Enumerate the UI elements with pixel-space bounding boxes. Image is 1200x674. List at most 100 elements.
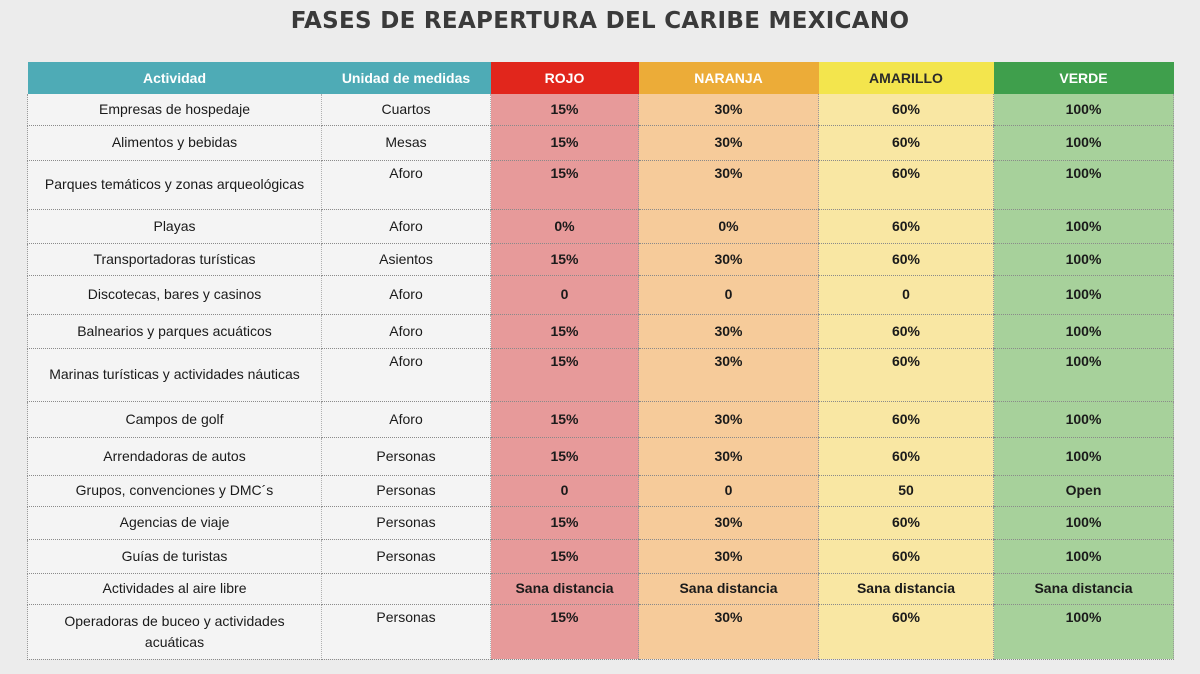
cell-unidad: Aforo <box>321 209 491 244</box>
cell-rojo: 0% <box>490 209 639 244</box>
table-row: Playas Aforo 0% 0% 60% 100% <box>27 209 1174 244</box>
cell-naranja: Sana distancia <box>638 573 819 605</box>
reopening-phases-table: Actividad Unidad de medidas ROJO NARANJA… <box>27 62 1174 660</box>
cell-unidad: Aforo <box>321 348 491 402</box>
cell-unidad: Cuartos <box>321 94 491 126</box>
cell-unidad: Personas <box>321 437 491 476</box>
cell-verde: 100% <box>993 160 1174 210</box>
cell-amarillo: 60% <box>818 401 994 438</box>
table-row: Arrendadoras de autos Personas 15% 30% 60% 10… <box>27 437 1174 476</box>
cell-actividad: Campos de golf <box>27 401 322 438</box>
cell-rojo: 15% <box>490 437 639 476</box>
table-row: Balnearios y parques acuáticos Aforo 15% 30… <box>27 314 1174 349</box>
cell-amarillo: 60% <box>818 314 994 349</box>
cell-unidad: Personas <box>321 475 491 507</box>
page-title: FASES DE REAPERTURA DEL CARIBE MEXICANO <box>290 8 910 34</box>
table-row: Alimentos y bebidas Mesas 15% 30% 60% 100% <box>27 125 1174 161</box>
cell-naranja: 30% <box>638 94 819 126</box>
header-amarillo: AMARILLO <box>818 62 994 94</box>
cell-naranja: 0 <box>638 275 819 315</box>
table-row: Parques temáticos y zonas arqueológicas A… <box>27 160 1174 210</box>
cell-unidad: Mesas <box>321 125 491 161</box>
cell-actividad: Balnearios y parques acuáticos <box>27 314 322 349</box>
cell-rojo: 15% <box>490 348 639 402</box>
cell-actividad: Empresas de hospedaje <box>27 94 322 126</box>
cell-unidad: Asientos <box>321 243 491 276</box>
cell-naranja: 30% <box>638 604 819 660</box>
cell-verde: 100% <box>993 314 1174 349</box>
cell-unidad: Aforo <box>321 401 491 438</box>
cell-verde: 100% <box>993 243 1174 276</box>
cell-actividad: Transportadoras turísticas <box>27 243 322 276</box>
cell-rojo: 15% <box>490 401 639 438</box>
header-unidad: Unidad de medidas <box>321 62 491 94</box>
table-row: Discotecas, bares y casinos Aforo 0 0 0 100% <box>27 275 1174 315</box>
cell-verde: 100% <box>993 506 1174 540</box>
cell-rojo: 15% <box>490 506 639 540</box>
cell-verde: 100% <box>993 437 1174 476</box>
cell-rojo: Sana distancia <box>490 573 639 605</box>
header-verde: VERDE <box>993 62 1174 94</box>
cell-rojo: 15% <box>490 314 639 349</box>
cell-unidad: Personas <box>321 539 491 574</box>
cell-amarillo: Sana distancia <box>818 573 994 605</box>
table-row: Actividades al aire libre Sana distancia S… <box>27 573 1174 605</box>
header-rojo: ROJO <box>490 62 639 94</box>
table-row: Guías de turistas Personas 15% 30% 60% 100% <box>27 539 1174 574</box>
cell-naranja: 30% <box>638 243 819 276</box>
table-row: Grupos, convenciones y DMC´s Personas 0 0 50… <box>27 475 1174 507</box>
cell-actividad: Marinas turísticas y actividades náutica… <box>27 348 322 402</box>
cell-actividad: Arrendadoras de autos <box>27 437 322 476</box>
cell-naranja: 0% <box>638 209 819 244</box>
cell-actividad: Guías de turistas <box>27 539 322 574</box>
cell-unidad: Aforo <box>321 275 491 315</box>
table-row: Agencias de viaje Personas 15% 30% 60% 100% <box>27 506 1174 540</box>
cell-naranja: 30% <box>638 314 819 349</box>
cell-verde: 100% <box>993 539 1174 574</box>
table-row: Marinas turísticas y actividades náutica… <box>27 348 1174 402</box>
cell-actividad: Discotecas, bares y casinos <box>27 275 322 315</box>
cell-actividad: Alimentos y bebidas <box>27 125 322 161</box>
cell-rojo: 15% <box>490 604 639 660</box>
cell-verde: 100% <box>993 125 1174 161</box>
cell-amarillo: 60% <box>818 209 994 244</box>
cell-rojo: 15% <box>490 125 639 161</box>
cell-amarillo: 60% <box>818 604 994 660</box>
cell-actividad: Operadoras de buceo y actividades acuáti… <box>27 604 322 660</box>
cell-amarillo: 60% <box>818 437 994 476</box>
cell-actividad: Parques temáticos y zonas arqueológicas <box>27 160 322 210</box>
cell-rojo: 15% <box>490 243 639 276</box>
cell-actividad: Playas <box>27 209 322 244</box>
cell-rojo: 15% <box>490 539 639 574</box>
cell-amarillo: 60% <box>818 348 994 402</box>
cell-unidad: Aforo <box>321 314 491 349</box>
cell-amarillo: 50 <box>818 475 994 507</box>
cell-actividad: Grupos, convenciones y DMC´s <box>27 475 322 507</box>
header-row: Actividad Unidad de medidas ROJO NARANJA… <box>27 62 1174 94</box>
cell-actividad: Actividades al aire libre <box>27 573 322 605</box>
cell-verde: 100% <box>993 275 1174 315</box>
cell-amarillo: 60% <box>818 94 994 126</box>
cell-naranja: 0 <box>638 475 819 507</box>
cell-naranja: 30% <box>638 437 819 476</box>
cell-verde: 100% <box>993 348 1174 402</box>
cell-naranja: 30% <box>638 539 819 574</box>
cell-unidad: Aforo <box>321 160 491 210</box>
cell-amarillo: 60% <box>818 539 994 574</box>
cell-naranja: 30% <box>638 348 819 402</box>
cell-amarillo: 60% <box>818 506 994 540</box>
cell-verde: 100% <box>993 94 1174 126</box>
cell-amarillo: 60% <box>818 160 994 210</box>
table-row: Transportadoras turísticas Asientos 15% 30%… <box>27 243 1174 276</box>
cell-verde: 100% <box>993 209 1174 244</box>
cell-naranja: 30% <box>638 401 819 438</box>
cell-verde: 100% <box>993 604 1174 660</box>
header-actividad: Actividad <box>27 62 322 94</box>
cell-rojo: 15% <box>490 160 639 210</box>
header-naranja: NARANJA <box>638 62 819 94</box>
cell-amarillo: 60% <box>818 125 994 161</box>
cell-verde: Sana distancia <box>993 573 1174 605</box>
cell-unidad: Personas <box>321 604 491 660</box>
table-row: Operadoras de buceo y actividades acuáti… <box>27 604 1174 660</box>
cell-verde: 100% <box>993 401 1174 438</box>
